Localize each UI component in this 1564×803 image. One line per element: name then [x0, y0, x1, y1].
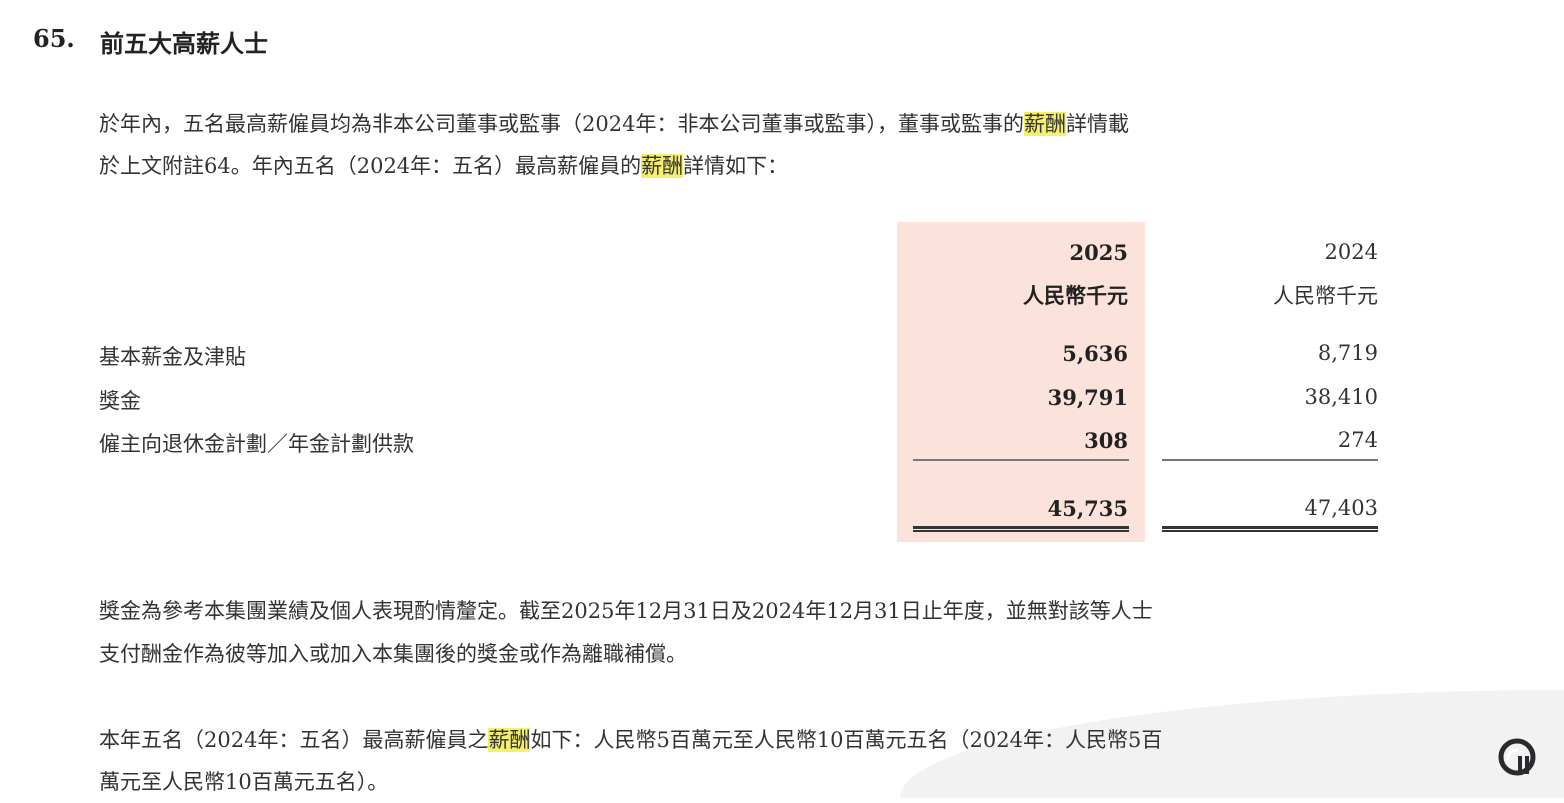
- row-label-pension: 僱主向退休金計劃／年金計劃供款: [99, 432, 414, 456]
- text-segment: 詳情載: [1065, 112, 1129, 136]
- highlighted-text: 薪酬: [488, 728, 531, 752]
- note1-line-2: 支付酬金作為彼等加入或加入本集團後的獎金或作為離職補償。: [99, 642, 687, 666]
- text-segment: 本年五名（2024年：五名）最高薪僱員之: [99, 728, 489, 752]
- note1-line-1: 獎金為參考本集團業績及個人表現酌情釐定。截至2025年12月31日及2024年1…: [99, 599, 1153, 623]
- text-segment: 如下：人民幣5百萬元至人民幣10百萬元五名（2024年：人民幣5百: [530, 728, 1163, 752]
- text-segment: 萬元至人民幣10百萬元五名）。: [99, 770, 389, 794]
- col-2024-year: 2024: [1324, 240, 1378, 264]
- row-label-bonus: 獎金: [99, 389, 141, 413]
- note2-line-2: 萬元至人民幣10百萬元五名）。: [99, 761, 388, 803]
- row-bonus-2025: 39,791: [1047, 385, 1128, 410]
- highlighted-text: 薪酬: [1023, 112, 1066, 136]
- section-title: 前五大高薪人士: [100, 29, 268, 58]
- col-2024-unit: 人民幣千元: [1273, 284, 1378, 308]
- intro-line-2: 於上文附註64。年內五名（2024年：五名）最高薪僱員的薪酬詳情如下：: [99, 145, 788, 187]
- col-2025-year: 2025: [1069, 240, 1128, 265]
- subtotal-rule-2024: [1162, 459, 1378, 461]
- highlighted-text: 薪酬: [641, 154, 684, 178]
- row-label-basic-salary: 基本薪金及津貼: [99, 345, 246, 369]
- brand-logo-icon[interactable]: [1498, 738, 1538, 778]
- row-basic-salary-2025: 5,636: [1062, 341, 1128, 366]
- row-pension-2025: 308: [1084, 428, 1128, 453]
- section-number: 65.: [33, 24, 75, 53]
- intro-line-1: 於年內，五名最高薪僱員均為非本公司董事或監事（2024年：非本公司董事或監事），…: [99, 103, 1129, 145]
- total-2025: 45,735: [1047, 496, 1128, 521]
- current-year-column-highlight: [897, 222, 1145, 542]
- note2-line-1: 本年五名（2024年：五名）最高薪僱員之薪酬如下：人民幣5百萬元至人民幣10百萬…: [99, 719, 1162, 761]
- text-segment: 詳情如下：: [683, 154, 789, 178]
- total-double-rule-2025: [913, 526, 1129, 532]
- total-2024: 47,403: [1304, 496, 1378, 520]
- row-basic-salary-2024: 8,719: [1317, 341, 1378, 365]
- row-pension-2024: 274: [1337, 428, 1378, 452]
- total-double-rule-2024: [1162, 526, 1378, 532]
- row-bonus-2024: 38,410: [1304, 385, 1378, 409]
- subtotal-rule-2025: [913, 459, 1129, 461]
- text-segment: 於上文附註64。年內五名（2024年：五名）最高薪僱員的: [99, 154, 642, 178]
- text-segment: 於年內，五名最高薪僱員均為非本公司董事或監事（2024年：非本公司董事或監事），…: [99, 112, 1024, 136]
- col-2025-unit: 人民幣千元: [1023, 283, 1128, 308]
